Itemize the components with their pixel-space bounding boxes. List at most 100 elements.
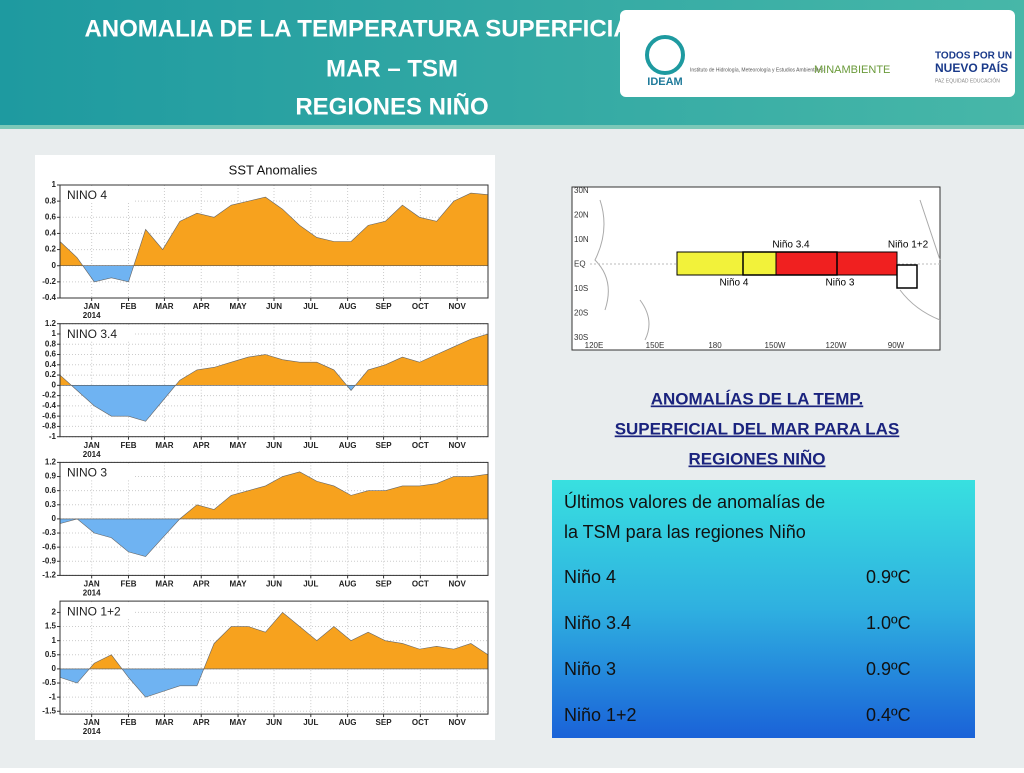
nino12-box (896, 264, 918, 289)
x-tick-label: APR (193, 302, 210, 311)
title: ANOMALIA DE LA TEMPERATURA SUPERFICIAL D… (84, 15, 699, 42)
lon-label: 150E (646, 341, 665, 350)
info-box (552, 480, 975, 738)
panel-label: NINO 3.4 (67, 327, 117, 341)
y-tick-label: 0.8 (45, 196, 57, 205)
region-value: 0.4ºC (866, 705, 911, 725)
area-negative (71, 385, 356, 422)
x-tick-label: MAR (155, 718, 173, 727)
x-tick-label: OCT (412, 441, 429, 450)
plot-frame (59, 461, 489, 576)
heading-line: SUPERFICIAL DEL MAR PARA LAS (615, 419, 900, 438)
y-tick-label: 0.4 (45, 360, 57, 369)
y-tick-label: 0 (52, 664, 57, 673)
y-tick-label: 0 (52, 380, 57, 389)
x-tick-label: SEP (376, 580, 393, 589)
x-tick-label: FEB (120, 580, 136, 589)
x-tick-label: MAY (230, 441, 248, 450)
region-value: 1.0ºC (866, 613, 911, 633)
title: MAR – TSM (326, 55, 458, 82)
y-tick-label: 0.2 (45, 370, 57, 379)
lon-label: 120W (826, 341, 847, 350)
x-tick-label: AUG (339, 302, 357, 311)
lat-label: 20N (574, 211, 589, 220)
chart-title: SST Anomalies (229, 162, 318, 177)
x-tick-label: JUL (303, 580, 318, 589)
info-text: Últimos valores de anomalías de (564, 491, 825, 512)
y-tick-label: 0 (52, 261, 57, 270)
area-negative (82, 265, 134, 282)
y-tick-label: 1.2 (45, 319, 57, 328)
region-value: 0.9ºC (866, 659, 911, 679)
x-tick-label: FEB (120, 441, 136, 450)
x-tick-label: MAR (155, 302, 173, 311)
area-chart: -0.4 -0.2 0 0.2 0.4 0.6 0.8 1 JAN FEB MAR APR MAY JUN… (42, 180, 489, 320)
logo-text: IDEAM (647, 76, 682, 88)
heading-line: ANOMALÍAS DE LA TEMP. (651, 389, 864, 408)
x-tick-label: NOV (449, 441, 467, 450)
x-tick-label: SEP (376, 441, 393, 450)
x-tick-label: MAY (230, 580, 248, 589)
lon-label: 120E (585, 341, 604, 350)
x-tick-label: NOV (449, 580, 467, 589)
region-label: Niño 3 (826, 278, 855, 289)
area-positive (179, 471, 488, 519)
x-tick-label: APR (193, 718, 210, 727)
lon-label: 90W (888, 341, 905, 350)
x-tick-label: OCT (412, 302, 429, 311)
y-tick-label: 0.5 (45, 650, 57, 659)
region-label: Niño 3.4 (772, 240, 810, 251)
lat-label: 10N (574, 235, 589, 244)
y-tick-label: 1 (52, 180, 57, 189)
region-name: Niño 1+2 (564, 705, 637, 725)
y-tick-label: -0.6 (42, 411, 56, 420)
lat-label: EQ (574, 260, 586, 269)
y-tick-label: -0.3 (42, 528, 56, 537)
logo-text: Instituto de Hidrología, Meteorología y … (690, 67, 824, 73)
x-tick-label: AUG (339, 441, 357, 450)
y-tick-label: -0.9 (42, 556, 56, 565)
x-tick-label: AUG (339, 580, 357, 589)
year-label: 2014 (83, 311, 101, 320)
nino34-box (742, 251, 838, 276)
x-tick-label: SEP (376, 718, 393, 727)
x-tick-label: JUN (266, 302, 282, 311)
panel-label: NINO 4 (67, 188, 107, 202)
lat-label: 30N (574, 186, 589, 195)
y-tick-label: 2 (52, 608, 57, 617)
x-tick-label: FEB (120, 718, 136, 727)
logo-text: NUEVO PAÍS (935, 60, 1008, 75)
panel-label: NINO 1+2 (67, 604, 121, 618)
x-tick-label: JUN (266, 580, 282, 589)
x-tick-label: JUN (266, 718, 282, 727)
label-bg (63, 465, 133, 480)
area-positive (60, 333, 488, 386)
y-tick-label: 1 (52, 636, 57, 645)
x-tick-label: NOV (449, 718, 467, 727)
area-positive (89, 612, 488, 669)
x-tick-label: JAN (84, 302, 100, 311)
x-tick-label: NOV (449, 302, 467, 311)
y-tick-label: 0.9 (45, 472, 57, 481)
y-tick-label: 0.6 (45, 486, 57, 495)
lon-label: 180 (708, 341, 722, 350)
lon-label: 150W (765, 341, 786, 350)
x-tick-label: JUL (303, 441, 318, 450)
x-tick-label: JUL (303, 302, 318, 311)
header-line (0, 125, 1024, 129)
region-label: Niño 4 (720, 278, 749, 289)
x-tick-label: APR (193, 580, 210, 589)
y-tick-label: -0.8 (42, 422, 56, 431)
ideam-icon (645, 35, 685, 75)
x-tick-label: FEB (120, 302, 136, 311)
y-tick-label: 0.3 (45, 500, 57, 509)
x-tick-label: OCT (412, 580, 429, 589)
y-tick-label: -0.2 (42, 277, 56, 286)
x-tick-label: JUL (303, 718, 318, 727)
logo-text: PAZ EQUIDAD EDUCACIÓN (935, 77, 1000, 84)
region-label: Niño 1+2 (888, 240, 929, 251)
area-outline (59, 192, 489, 283)
year-label: 2014 (83, 589, 101, 598)
area-chart: -1.5 -1 -0.5 0 0.5 1 1.5 2 JAN FEB MAR APR MAY JUN JUL… (42, 600, 489, 736)
